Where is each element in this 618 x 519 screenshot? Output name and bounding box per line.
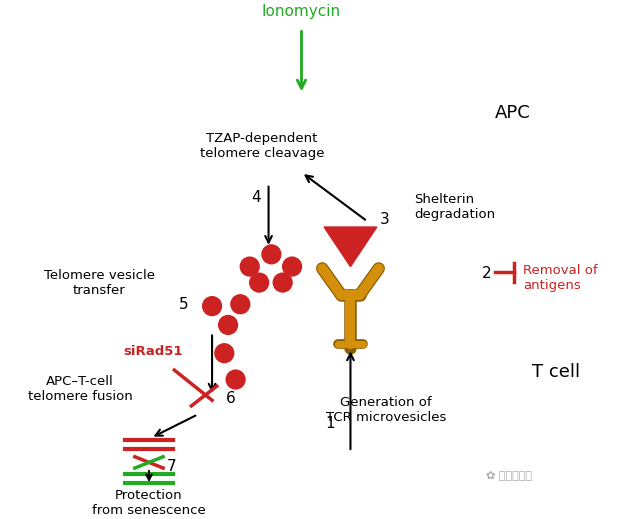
Circle shape (219, 316, 237, 334)
Text: siRad51: siRad51 (123, 345, 182, 358)
Circle shape (240, 257, 259, 276)
Circle shape (262, 245, 281, 264)
Text: Protection
from senescence: Protection from senescence (92, 489, 206, 517)
Text: Generation of
TCR microvesicles: Generation of TCR microvesicles (326, 395, 446, 424)
Text: T cell: T cell (532, 363, 580, 381)
Circle shape (231, 295, 250, 313)
Text: 4: 4 (252, 190, 261, 206)
Circle shape (250, 273, 269, 292)
Circle shape (215, 344, 234, 363)
Circle shape (282, 257, 302, 276)
Text: 2: 2 (482, 266, 492, 281)
Text: APC–T-cell
telomere fusion: APC–T-cell telomere fusion (28, 375, 133, 403)
Text: 3: 3 (379, 212, 389, 227)
Text: Shelterin
degradation: Shelterin degradation (415, 193, 496, 221)
Text: 6: 6 (226, 391, 236, 406)
Text: Ionomycin: Ionomycin (262, 4, 341, 19)
Text: 7: 7 (167, 459, 176, 474)
Text: APC: APC (494, 104, 530, 122)
Polygon shape (324, 227, 377, 267)
Text: Telomere vesicle
transfer: Telomere vesicle transfer (44, 268, 154, 296)
Text: TZAP-dependent
telomere cleavage: TZAP-dependent telomere cleavage (200, 132, 324, 160)
Text: Removal of
antigens: Removal of antigens (523, 264, 598, 292)
Circle shape (226, 370, 245, 389)
Circle shape (273, 273, 292, 292)
Circle shape (203, 297, 221, 316)
Text: ✿ 外泌体之家: ✿ 外泌体之家 (486, 471, 531, 481)
Text: 5: 5 (179, 297, 188, 312)
Text: 1: 1 (325, 416, 334, 431)
